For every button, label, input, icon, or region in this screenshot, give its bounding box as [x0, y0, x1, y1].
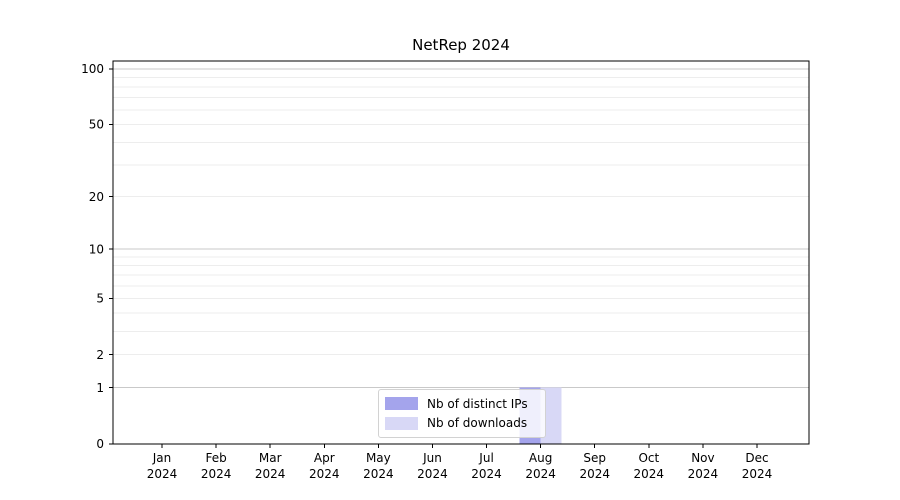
x-tick-label-month-nov-2024: Nov [691, 451, 714, 465]
x-tick-label-month-may-2024: May [366, 451, 391, 465]
plot-border [112, 60, 810, 445]
x-tick-label-year-aug-2024: 2024 [525, 467, 556, 481]
legend-label-distinct-ips: Nb of distinct IPs [427, 396, 528, 411]
x-tick-label-year-jun-2024: 2024 [417, 467, 448, 481]
x-tick-label-month-mar-2024: Mar [259, 451, 282, 465]
x-tick-label-year-feb-2024: 2024 [201, 467, 232, 481]
legend-label-downloads: Nb of downloads [427, 416, 528, 431]
x-tick-label-year-sep-2024: 2024 [579, 467, 610, 481]
y-tick-label-0: 0 [96, 437, 104, 451]
y-tick-label-10: 10 [89, 242, 104, 256]
x-tick-label-year-may-2024: 2024 [363, 467, 394, 481]
x-tick-label-year-jan-2024: 2024 [147, 467, 178, 481]
x-tick-label-year-apr-2024: 2024 [309, 467, 340, 481]
chart-title: NetRep 2024 [412, 36, 510, 54]
x-tick-label-month-dec-2024: Dec [745, 451, 768, 465]
y-tick-label-20: 20 [89, 190, 104, 204]
x-tick-label-month-jul-2024: Jul [478, 451, 493, 465]
legend-item-distinct-ips: Nb of distinct IPs [385, 397, 537, 411]
x-tick-label-year-mar-2024: 2024 [255, 467, 286, 481]
x-tick-label-month-aug-2024: Aug [529, 451, 552, 465]
x-tick-label-year-oct-2024: 2024 [634, 467, 665, 481]
x-tick-label-year-dec-2024: 2024 [742, 467, 773, 481]
x-tick-label-month-jan-2024: Jan [152, 451, 172, 465]
x-tick-label-year-jul-2024: 2024 [471, 467, 502, 481]
x-tick-label-month-oct-2024: Oct [638, 451, 659, 465]
x-tick-label-month-jun-2024: Jun [422, 451, 442, 465]
legend: Nb of distinct IPs Nb of downloads [378, 389, 546, 438]
x-tick-label-month-feb-2024: Feb [205, 451, 226, 465]
y-tick-label-2: 2 [96, 348, 104, 362]
y-tick-label-50: 50 [89, 118, 104, 132]
legend-swatch-downloads-icon [385, 416, 418, 430]
legend-swatch-distinct-ips-icon [385, 397, 418, 411]
y-tick-label-100: 100 [81, 62, 104, 76]
x-tick-label-month-sep-2024: Sep [583, 451, 606, 465]
x-tick-label-year-nov-2024: 2024 [688, 467, 719, 481]
x-tick-label-month-apr-2024: Apr [314, 451, 335, 465]
y-tick-label-1: 1 [96, 381, 104, 395]
y-tick-label-5: 5 [96, 292, 104, 306]
legend-item-downloads: Nb of downloads [385, 416, 537, 430]
